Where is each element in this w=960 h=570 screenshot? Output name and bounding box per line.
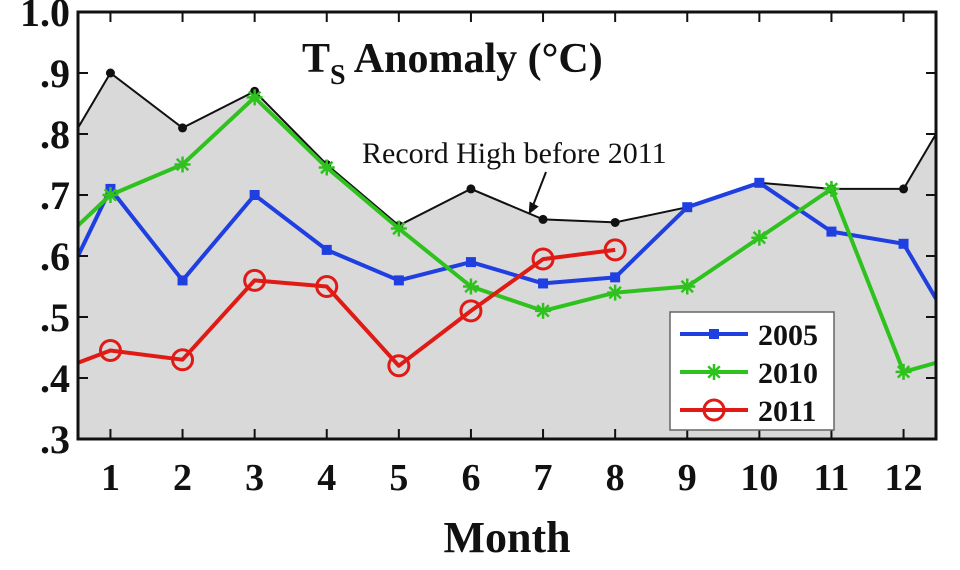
record-high-point — [178, 123, 188, 133]
x-tick-label: 9 — [678, 457, 697, 499]
legend-label-2010: 2010 — [758, 357, 818, 390]
x-tick-label: 4 — [317, 457, 336, 499]
point-2011 — [171, 348, 195, 372]
chart-title-main: T — [302, 36, 330, 82]
point-2010 — [607, 284, 624, 301]
point-2010 — [246, 89, 263, 106]
point-2010 — [318, 159, 335, 176]
x-tick-label: 3 — [245, 457, 264, 499]
x-tick-label: 6 — [461, 457, 480, 499]
x-tick-label: 2 — [173, 457, 192, 499]
point-2005 — [321, 244, 332, 255]
point-2005 — [249, 190, 260, 200]
chart-title: TS Anomaly (°C) — [302, 36, 603, 91]
legend-marker-2005 — [709, 329, 719, 339]
record-high-point — [105, 68, 115, 78]
chart-title-subscript: S — [330, 60, 346, 91]
annotation-arrow-line — [531, 171, 547, 207]
point-2005 — [465, 257, 476, 268]
point-2010 — [823, 180, 840, 197]
plot-frame — [76, 10, 938, 441]
point-2005 — [754, 177, 765, 188]
legend-marker-2011 — [702, 398, 726, 422]
series-line-2010 — [78, 95, 936, 374]
point-2011 — [98, 339, 122, 363]
point-2010 — [102, 187, 119, 203]
point-2011 — [603, 238, 627, 262]
point-2010 — [751, 229, 768, 246]
series-line-2005 — [78, 180, 936, 300]
x-tick-label: 10 — [740, 457, 778, 499]
point-2010 — [535, 302, 552, 319]
record-high-point — [466, 184, 476, 194]
y-tick-label: .6 — [40, 234, 70, 279]
point-2010 — [174, 156, 191, 173]
y-tick-label: 1.0 — [20, 0, 70, 35]
record-high-point — [610, 217, 620, 227]
x-tick-label: 7 — [534, 457, 553, 499]
y-tick-label: .5 — [40, 295, 70, 340]
point-2010 — [390, 220, 407, 237]
point-2011 — [531, 247, 555, 271]
y-tick-label: .3 — [40, 417, 70, 462]
legend-label-2005: 2005 — [758, 319, 818, 352]
record-high-line — [78, 71, 936, 227]
point-2011 — [315, 275, 339, 298]
x-tick-label: 8 — [606, 457, 625, 499]
x-tick-label: 5 — [389, 457, 408, 499]
point-2010 — [462, 278, 479, 295]
chart-title-rest: Anomaly (°C) — [346, 36, 603, 82]
annotation-arrow-head — [528, 201, 539, 215]
point-2011 — [243, 268, 267, 292]
x-tick-label: 11 — [814, 457, 850, 499]
point-2005 — [538, 278, 549, 289]
y-tick-label: .7 — [40, 173, 70, 218]
point-2005 — [393, 275, 404, 286]
point-2005 — [177, 275, 188, 286]
x-tick-label: 12 — [885, 457, 923, 499]
record-high-point — [538, 214, 548, 224]
point-2005 — [826, 226, 837, 237]
point-2005 — [898, 238, 909, 249]
point-2010 — [895, 363, 912, 380]
legend-label-2011: 2011 — [758, 395, 816, 428]
point-2010 — [679, 278, 696, 295]
point-2011 — [387, 354, 411, 378]
record-high-point — [899, 184, 909, 194]
legend-marker-2010 — [706, 364, 722, 380]
y-tick-label: .4 — [40, 356, 70, 401]
y-tick-label: .9 — [40, 51, 70, 96]
y-tick-label: .8 — [40, 112, 70, 157]
legend: 2005 2010 2011 — [669, 311, 835, 431]
series-line-2011 — [78, 247, 616, 368]
point-2005 — [682, 202, 693, 213]
x-axis-label: Month — [443, 513, 570, 562]
point-2011 — [459, 299, 483, 323]
point-2005 — [610, 272, 621, 283]
record-annotation-label: Record High before 2011 — [362, 137, 667, 170]
x-tick-label: 1 — [101, 457, 120, 499]
